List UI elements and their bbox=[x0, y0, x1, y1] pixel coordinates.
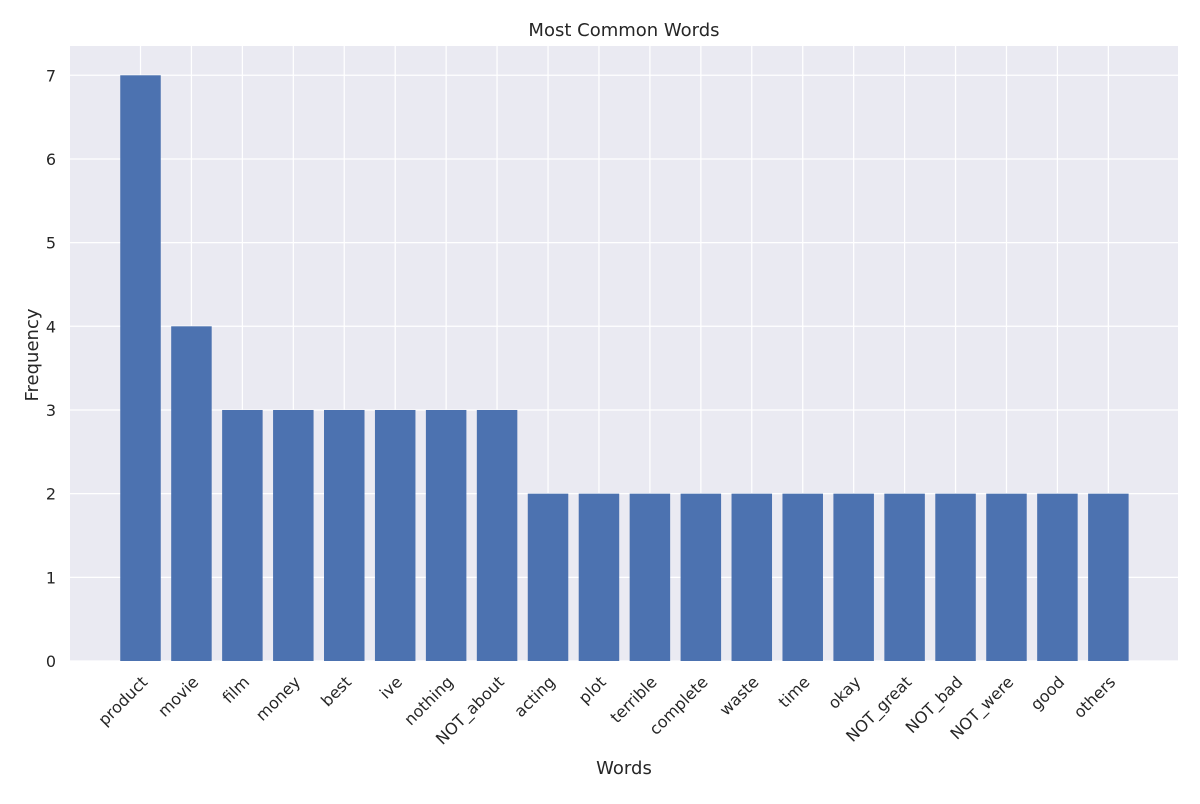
bar-film bbox=[222, 409, 263, 661]
bar-product bbox=[120, 75, 161, 662]
bar-others bbox=[1088, 493, 1129, 661]
bar-NOT_great bbox=[884, 493, 925, 661]
bar-plot bbox=[578, 493, 620, 661]
x-tick-label: waste bbox=[716, 672, 763, 719]
bar-time bbox=[782, 493, 823, 661]
bar-NOT_about bbox=[476, 409, 518, 661]
x-tick-label: film bbox=[218, 672, 253, 707]
y-tick-label: 7 bbox=[46, 66, 56, 85]
x-tick-label: plot bbox=[575, 672, 610, 707]
bar-NOT_bad bbox=[935, 493, 976, 661]
x-axis-label: Words bbox=[596, 758, 652, 779]
x-tick-label: acting bbox=[510, 672, 559, 721]
y-tick-label: 3 bbox=[46, 401, 56, 420]
bar-NOT_were bbox=[986, 493, 1027, 661]
bar-best bbox=[324, 409, 365, 661]
bar-okay bbox=[833, 493, 874, 661]
x-tick-label: good bbox=[1027, 672, 1069, 714]
y-tick-label: 5 bbox=[46, 234, 56, 253]
bar-ive bbox=[374, 409, 416, 661]
bar-acting bbox=[527, 493, 569, 661]
y-axis-ticks: 0 1 2 3 4 5 6 7 bbox=[46, 66, 56, 671]
x-tick-label: money bbox=[252, 672, 304, 724]
x-tick-label: movie bbox=[154, 672, 202, 720]
bar-movie bbox=[171, 326, 212, 661]
x-tick-label: ive bbox=[376, 672, 406, 702]
y-axis-label: Frequency bbox=[22, 308, 43, 401]
y-tick-label: 4 bbox=[46, 317, 56, 336]
y-tick-label: 6 bbox=[46, 150, 56, 169]
chart-title: Most Common Words bbox=[528, 20, 719, 41]
bar-waste bbox=[731, 493, 773, 661]
bars bbox=[120, 75, 1129, 662]
x-tick-label: others bbox=[1070, 672, 1119, 721]
bar-good bbox=[1037, 493, 1078, 661]
y-tick-label: 2 bbox=[46, 485, 56, 504]
x-tick-label: okay bbox=[824, 672, 864, 712]
x-tick-label: time bbox=[775, 672, 814, 711]
bar-complete bbox=[680, 493, 722, 661]
bar-terrible bbox=[629, 493, 671, 661]
y-tick-label: 0 bbox=[46, 652, 56, 671]
bar-money bbox=[273, 409, 314, 661]
x-tick-label: product bbox=[94, 672, 151, 729]
x-tick-label: best bbox=[317, 672, 355, 710]
y-tick-label: 1 bbox=[46, 568, 56, 587]
bar-nothing bbox=[425, 409, 467, 661]
